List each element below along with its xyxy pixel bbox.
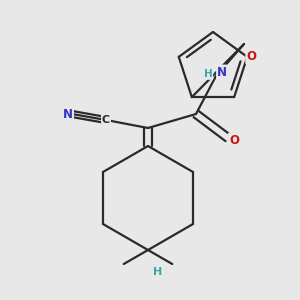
Text: O: O <box>229 134 239 146</box>
Text: O: O <box>246 50 256 63</box>
Text: N: N <box>217 65 227 79</box>
Text: N: N <box>63 107 73 121</box>
Text: C: C <box>102 115 110 125</box>
Text: H: H <box>153 267 163 277</box>
Text: H: H <box>204 69 212 79</box>
